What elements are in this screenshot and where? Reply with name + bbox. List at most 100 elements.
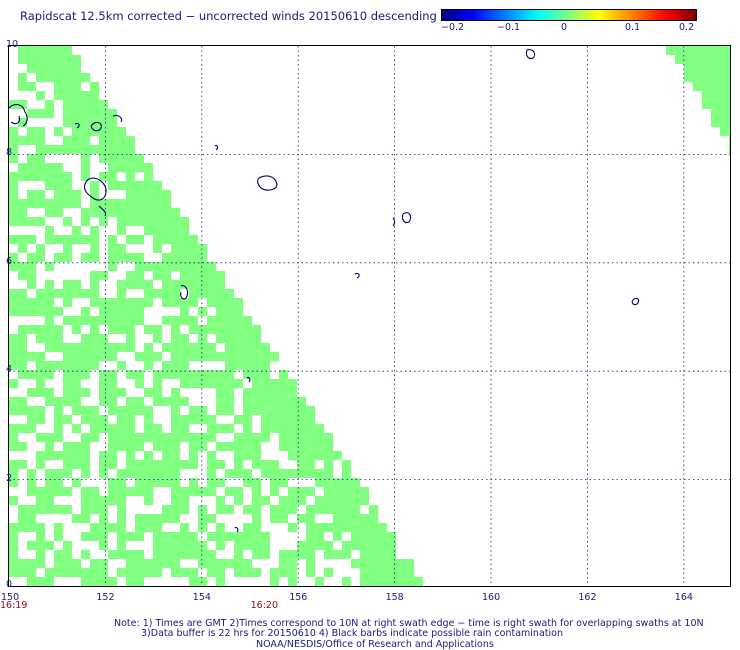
swath-cell	[90, 100, 99, 109]
swath-cell	[288, 397, 297, 406]
swath-cell	[9, 460, 18, 469]
swath-cell	[27, 46, 36, 55]
swath-cell	[126, 172, 135, 181]
swath-cell	[252, 433, 261, 442]
swath-cell	[108, 262, 117, 271]
swath-cell	[54, 406, 63, 415]
swath-cell	[324, 568, 333, 577]
swath-cell	[252, 568, 261, 577]
swath-cell	[369, 532, 378, 541]
swath-cell	[153, 217, 162, 226]
swath-cell	[261, 352, 270, 361]
swath-cell	[18, 442, 27, 451]
swath-cell	[18, 118, 27, 127]
swath-cell	[342, 577, 351, 586]
swath-cell	[72, 118, 81, 127]
swath-cell	[63, 397, 72, 406]
swath-cell	[234, 379, 243, 388]
swath-cell	[711, 73, 720, 82]
swath-cell	[81, 163, 90, 172]
swath-cell	[45, 325, 54, 334]
swath-cell	[252, 451, 261, 460]
swath-cell	[189, 577, 198, 586]
swath-cell	[9, 208, 18, 217]
swath-cell	[108, 478, 117, 487]
swath-cell	[108, 298, 117, 307]
swath-cell	[81, 136, 90, 145]
swath-cell	[135, 514, 144, 523]
swath-cell	[180, 217, 189, 226]
swath-cell	[153, 586, 162, 587]
swath-cell	[54, 145, 63, 154]
swath-cell	[351, 586, 360, 587]
swath-cell	[63, 136, 72, 145]
swath-cell	[27, 523, 36, 532]
swath-cell	[126, 469, 135, 478]
swath-cell	[198, 406, 207, 415]
swath-cell	[27, 541, 36, 550]
swath-cell	[198, 514, 207, 523]
swath-cell	[153, 244, 162, 253]
swath-cell	[135, 208, 144, 217]
swath-cell	[126, 298, 135, 307]
swath-cell	[198, 343, 207, 352]
swath-cell	[261, 406, 270, 415]
swath-cell	[45, 451, 54, 460]
swath-cell	[126, 154, 135, 163]
swath-cell	[729, 136, 730, 145]
swath-cell	[63, 361, 72, 370]
swath-cell	[18, 262, 27, 271]
swath-cell	[126, 460, 135, 469]
swath-cell	[162, 280, 171, 289]
swath-cell	[63, 352, 72, 361]
swath-cell	[180, 271, 189, 280]
swath-cell	[9, 352, 18, 361]
swath-cell	[108, 154, 117, 163]
swath-cell	[162, 460, 171, 469]
swath-cell	[333, 451, 342, 460]
swath-cell	[279, 505, 288, 514]
swath-cell	[306, 568, 315, 577]
swath-cell	[144, 415, 153, 424]
swath-cell	[27, 577, 36, 586]
gridlines	[9, 46, 730, 586]
swath-cell	[108, 460, 117, 469]
swath-cell	[693, 55, 702, 64]
swath-cell	[72, 55, 81, 64]
swath-cell	[99, 307, 108, 316]
swath-cell	[693, 64, 702, 73]
swath-cell	[207, 469, 216, 478]
swath-cell	[135, 469, 144, 478]
swath-cell	[27, 478, 36, 487]
island-outline	[257, 175, 278, 191]
swath-cell	[306, 550, 315, 559]
swath-cell	[198, 433, 207, 442]
swath-cell	[9, 190, 18, 199]
swath-cell	[324, 505, 333, 514]
y-tick-label: 6	[6, 255, 13, 267]
swath-cell	[342, 505, 351, 514]
swath-cell	[261, 469, 270, 478]
swath-cell	[144, 559, 153, 568]
swath-cell	[36, 91, 45, 100]
swath-cell	[171, 325, 180, 334]
swath-cell	[279, 550, 288, 559]
swath-cell	[171, 388, 180, 397]
swath-cell	[180, 415, 189, 424]
swath-cell	[45, 109, 54, 118]
swath-cell	[135, 406, 144, 415]
swath-cell	[45, 442, 54, 451]
swath-cell	[243, 568, 252, 577]
swath-cell	[81, 172, 90, 181]
swath-cell	[90, 352, 99, 361]
swath-cell	[693, 73, 702, 82]
swath-cell	[306, 487, 315, 496]
swath-cell	[135, 577, 144, 586]
swath-cell	[99, 172, 108, 181]
swath-cell	[225, 442, 234, 451]
swath-cell	[45, 397, 54, 406]
swath-cell	[144, 262, 153, 271]
swath-cell	[207, 343, 216, 352]
swath-cell	[126, 415, 135, 424]
swath-cell	[99, 379, 108, 388]
